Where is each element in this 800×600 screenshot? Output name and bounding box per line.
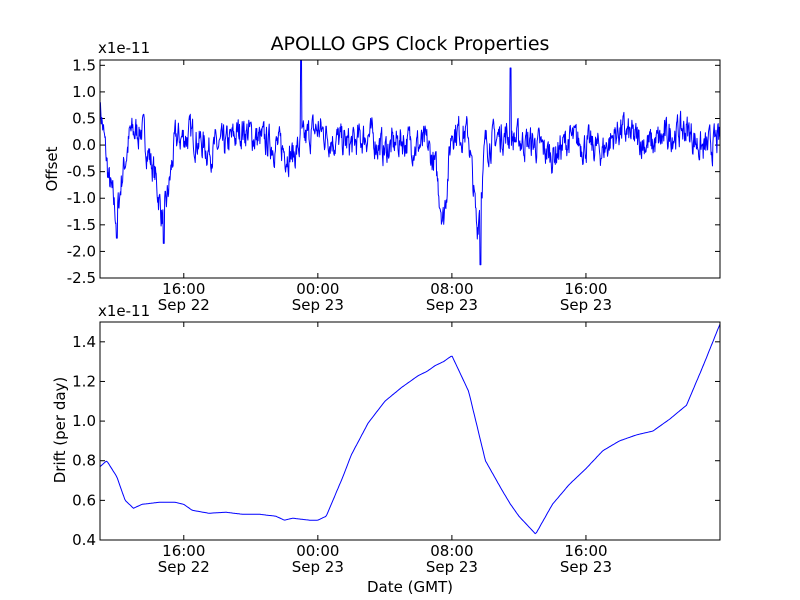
drift-series-line <box>99 323 721 535</box>
y-tick-label: 0.6 <box>72 491 96 509</box>
y-tick-label: 1.0 <box>72 83 96 101</box>
x-tick-label: 16:00 <box>162 280 205 298</box>
offset-chart: APOLLO GPS Clock Properties x1e-11 Offse… <box>43 33 721 314</box>
x-tick-date-label: Sep 23 <box>426 558 478 576</box>
offset-series-line <box>99 59 721 266</box>
y-tick-label: -1.0 <box>67 189 96 207</box>
x-tick-label: 00:00 <box>296 280 339 298</box>
y-tick-label: -2.5 <box>67 269 96 287</box>
x-tick-label: 16:00 <box>162 542 205 560</box>
x-tick-label: 16:00 <box>564 280 607 298</box>
x-tick-date-label: Sep 23 <box>560 558 612 576</box>
y-tick-label: 1.2 <box>72 372 96 390</box>
y-tick-label: 1.0 <box>72 412 96 430</box>
x-tick-label: 08:00 <box>430 280 473 298</box>
x-tick-date-label: Sep 23 <box>292 558 344 576</box>
x-tick-date-label: Sep 22 <box>158 296 210 314</box>
chart-title: APOLLO GPS Clock Properties <box>271 33 550 55</box>
x-tick-label: 16:00 <box>564 542 607 560</box>
y-tick-label: -0.5 <box>67 163 96 181</box>
drift-ylabel: Drift (per day) <box>51 377 69 484</box>
y-tick-label: 0.5 <box>72 109 96 127</box>
offset-plot-area: 1.51.00.50.0-0.5-1.0-1.5-2.0-2.516:00Sep… <box>67 56 721 314</box>
y-tick-label: 0.8 <box>72 452 96 470</box>
x-tick-date-label: Sep 23 <box>560 296 612 314</box>
drift-axes-frame <box>99 321 721 541</box>
x-tick-date-label: Sep 22 <box>158 558 210 576</box>
y-tick-label: 0.4 <box>72 531 96 549</box>
drift-xlabel: Date (GMT) <box>367 578 453 596</box>
y-tick-label: 0.0 <box>72 136 96 154</box>
y-tick-label: 1.5 <box>72 56 96 74</box>
x-tick-date-label: Sep 23 <box>292 296 344 314</box>
x-tick-label: 08:00 <box>430 542 473 560</box>
drift-chart: x1e-11 Drift (per day) Date (GMT) 1.4 1.2… <box>51 302 721 596</box>
offset-axes-frame <box>99 59 721 279</box>
offset-multiplier: x1e-11 <box>98 39 150 57</box>
drift-multiplier: x1e-11 <box>98 302 150 320</box>
y-tick-label: -1.5 <box>67 216 96 234</box>
y-tick-label: -2.0 <box>67 242 96 260</box>
offset-ylabel: Offset <box>43 146 61 191</box>
x-tick-date-label: Sep 23 <box>426 296 478 314</box>
y-tick-label: 1.4 <box>72 333 96 351</box>
x-tick-label: 00:00 <box>296 542 339 560</box>
